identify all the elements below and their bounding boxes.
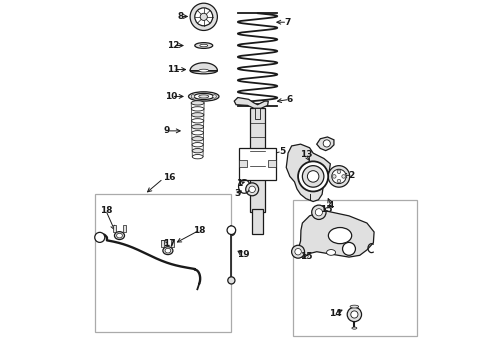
Circle shape — [347, 307, 362, 321]
Ellipse shape — [192, 154, 203, 159]
Ellipse shape — [199, 69, 209, 72]
Circle shape — [292, 245, 304, 258]
Text: 6: 6 — [287, 95, 293, 104]
Bar — [239, 148, 276, 180]
Circle shape — [228, 277, 235, 284]
Ellipse shape — [189, 92, 219, 101]
Circle shape — [200, 13, 207, 21]
Circle shape — [351, 311, 358, 318]
Circle shape — [312, 205, 326, 220]
Text: 2: 2 — [349, 171, 355, 180]
Ellipse shape — [199, 95, 209, 98]
Ellipse shape — [326, 249, 336, 255]
Ellipse shape — [194, 93, 214, 99]
Bar — [239, 160, 247, 167]
Ellipse shape — [192, 119, 204, 123]
Circle shape — [328, 166, 350, 187]
Circle shape — [245, 183, 259, 196]
Circle shape — [95, 232, 105, 242]
Text: 9: 9 — [164, 126, 170, 135]
Ellipse shape — [350, 305, 359, 308]
Ellipse shape — [191, 107, 204, 111]
Circle shape — [307, 171, 319, 182]
Ellipse shape — [117, 233, 122, 238]
Ellipse shape — [165, 248, 171, 253]
Text: 18: 18 — [99, 206, 112, 215]
Text: 16: 16 — [164, 173, 176, 182]
Circle shape — [342, 175, 345, 178]
Text: 14: 14 — [329, 309, 342, 318]
Text: 13: 13 — [300, 150, 312, 159]
Text: 17: 17 — [163, 239, 176, 248]
Ellipse shape — [328, 228, 352, 244]
Text: 18: 18 — [193, 226, 206, 235]
Ellipse shape — [191, 101, 204, 105]
Bar — [294, 200, 417, 336]
Bar — [172, 240, 174, 247]
Circle shape — [191, 95, 195, 98]
Bar — [113, 225, 116, 232]
Text: 12: 12 — [167, 41, 179, 50]
Circle shape — [315, 209, 322, 216]
Ellipse shape — [192, 136, 203, 141]
Bar — [252, 209, 263, 234]
Polygon shape — [286, 144, 330, 202]
Ellipse shape — [190, 67, 218, 74]
Text: 7: 7 — [284, 18, 291, 27]
Text: 11: 11 — [167, 65, 179, 74]
Bar — [161, 240, 164, 247]
Circle shape — [298, 161, 328, 192]
Circle shape — [332, 169, 346, 184]
Ellipse shape — [352, 327, 357, 329]
Circle shape — [213, 95, 216, 98]
Ellipse shape — [192, 143, 203, 147]
Polygon shape — [234, 98, 269, 108]
Circle shape — [302, 166, 324, 187]
Text: 10: 10 — [165, 92, 178, 101]
Text: 1: 1 — [237, 179, 243, 188]
Bar — [269, 160, 276, 167]
Text: 8: 8 — [177, 12, 184, 21]
Circle shape — [337, 179, 341, 183]
Ellipse shape — [192, 125, 204, 129]
Bar — [255, 103, 260, 119]
Text: 15: 15 — [300, 252, 312, 261]
Ellipse shape — [163, 247, 173, 255]
Circle shape — [295, 248, 301, 255]
Ellipse shape — [115, 231, 124, 239]
Circle shape — [190, 3, 218, 31]
Text: 5: 5 — [279, 147, 285, 156]
Polygon shape — [317, 137, 334, 150]
Text: 3: 3 — [235, 189, 241, 198]
Circle shape — [333, 175, 336, 178]
Text: 15: 15 — [320, 205, 333, 214]
Ellipse shape — [192, 149, 203, 153]
Circle shape — [343, 242, 355, 255]
Polygon shape — [190, 63, 218, 71]
Circle shape — [249, 186, 255, 193]
Text: 19: 19 — [237, 250, 249, 259]
Bar — [123, 225, 126, 232]
Circle shape — [323, 140, 330, 147]
Ellipse shape — [195, 42, 213, 48]
Ellipse shape — [192, 131, 203, 135]
Circle shape — [337, 170, 341, 174]
Polygon shape — [298, 211, 374, 257]
Bar — [250, 108, 265, 212]
Bar — [95, 194, 231, 332]
Ellipse shape — [200, 44, 208, 47]
Circle shape — [227, 226, 236, 234]
Ellipse shape — [192, 113, 204, 117]
Text: 4: 4 — [328, 201, 334, 210]
Circle shape — [195, 8, 213, 26]
